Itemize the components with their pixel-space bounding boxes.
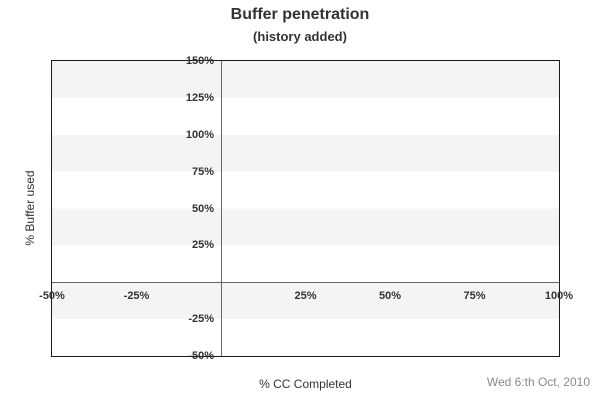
x-tick-label: 50%: [378, 290, 402, 303]
plot-area: 150% 125% 100% 75% 50% 25% -25% -50% -50% -25% 25%…: [39, 55, 573, 362]
y-zero-axis-line: [52, 282, 559, 284]
y-axis-title: % Buffer used: [23, 170, 37, 246]
date-label: Wed 6:th Oct, 2010: [486, 375, 590, 389]
y-tick-label: -25%: [188, 313, 215, 326]
y-tick-label: 75%: [191, 165, 215, 178]
x-tick-label: 75%: [463, 290, 486, 303]
y-tick-label: 25%: [191, 239, 215, 252]
x-tick-label: 100%: [544, 290, 574, 303]
y-tick-label: 100%: [185, 128, 215, 141]
x-tick-label: -50%: [39, 290, 65, 303]
x-tick-label: 25%: [294, 290, 317, 303]
y-tick-label: 150%: [185, 55, 215, 67]
x-tick-label: -25%: [123, 290, 150, 303]
y-tick-label: 125%: [185, 91, 215, 104]
x-axis-title: % CC Completed: [259, 377, 352, 391]
x-zero-axis-line: [221, 61, 222, 356]
chart-title: Buffer penetration: [230, 6, 370, 23]
y-tick-label: 50%: [191, 202, 215, 215]
chart-subtitle: (history added): [253, 29, 347, 44]
y-tick-label: -50%: [188, 350, 215, 362]
